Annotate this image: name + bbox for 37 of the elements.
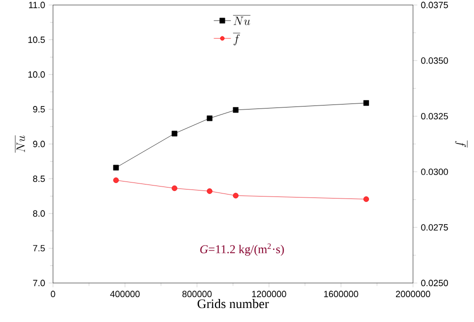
point [172,185,178,192]
point [206,115,212,122]
y2-tick-label: 0.0300 [421,168,448,175]
legend-label: $\overline{Nu}$ [233,15,250,26]
y2-tick-label: 0.0325 [421,113,448,120]
y-axis-title: $\overline{Nu}$ [15,135,25,153]
point [113,164,119,170]
point [206,188,212,194]
y-tick-label: 9.5 [33,106,45,112]
y-tick-label: 11.0 [29,2,45,8]
y-tick-label: 8.5 [33,176,45,182]
y2-tick-label: 0.0350 [421,57,448,64]
legend-label: $\overline{f}$ [233,33,240,46]
x-tick-label: 800000 [182,290,212,298]
point [363,196,369,202]
x-tick-label: 2000000 [396,290,430,298]
point [232,192,238,198]
point [363,100,369,106]
x-axis-title: Grids number [198,299,269,308]
y-tick-label: 10.5 [28,36,45,43]
y2-axis-title: $\overline{f}$ [455,140,468,148]
y2-tick-label: 0.0375 [421,2,448,8]
point [172,130,178,136]
y2-tick-label: 0.0250 [421,280,448,286]
y-tick-label: 8.0 [33,210,45,217]
x-tick-label: 1600000 [324,290,358,298]
y-tick-label: 7.5 [33,245,45,252]
annotation: G=11.2 kg/(m$^{2}$·s) [200,244,284,256]
x-tick-label: 400000 [110,290,140,298]
point [232,107,238,113]
y-tick-label: 9.0 [33,140,45,148]
x-tick-label: 1200000 [252,290,286,298]
y2-tick-label: 0.0275 [421,224,448,231]
y-tick-label: 7.0 [33,280,45,286]
x-tick-label: 0 [50,290,56,298]
y-tick-label: 10.0 [28,71,45,78]
point [113,177,119,184]
